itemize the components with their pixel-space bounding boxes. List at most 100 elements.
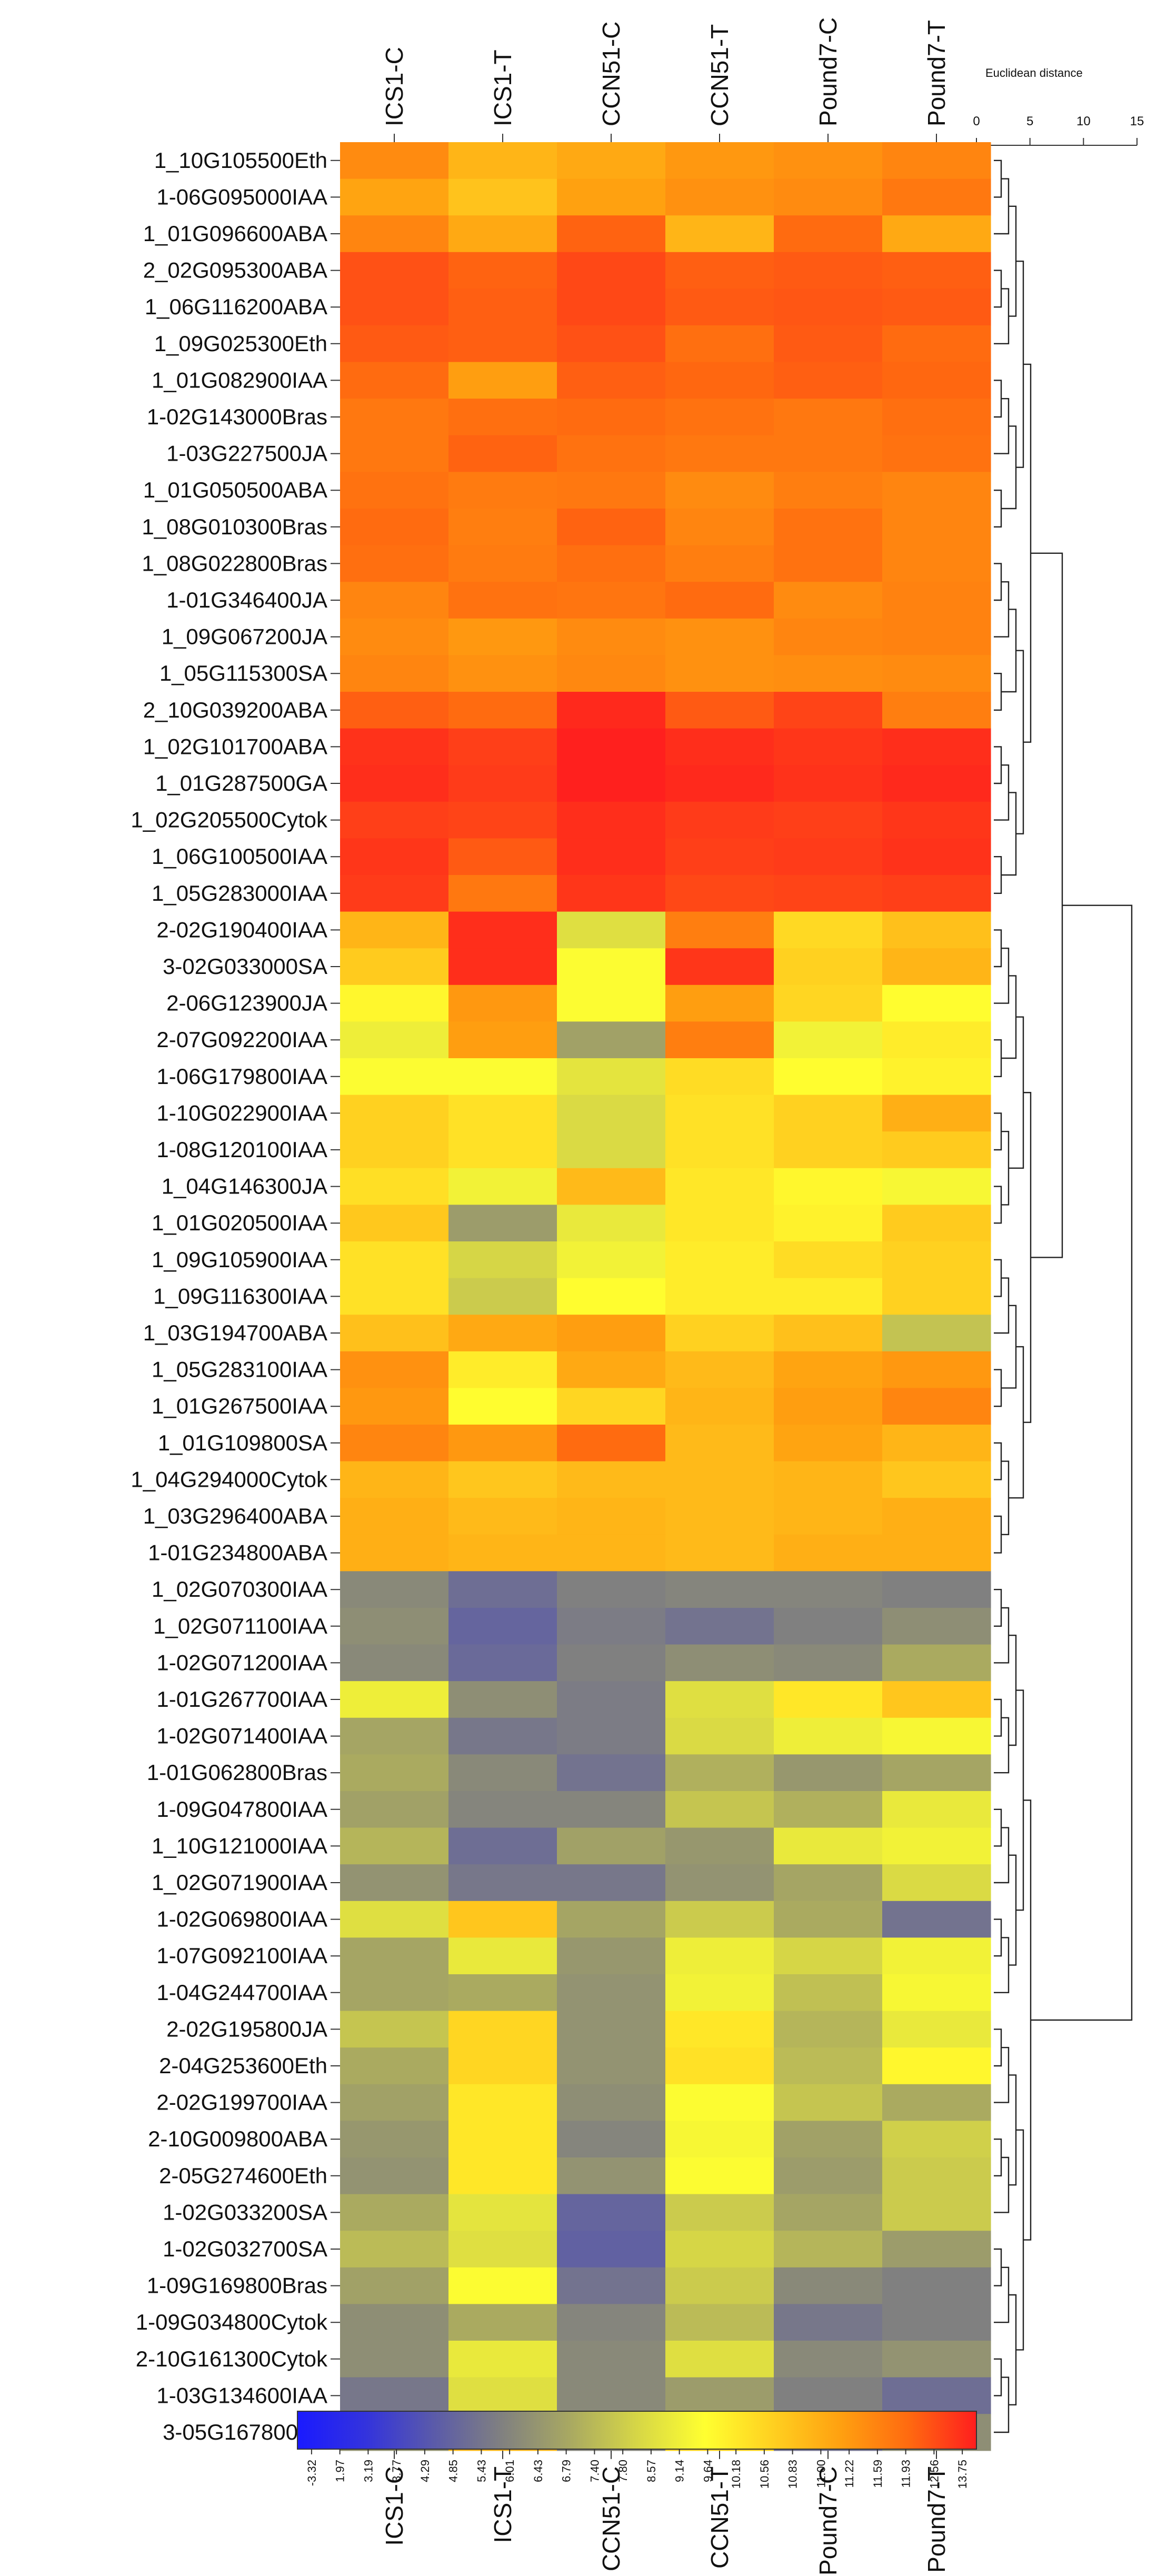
- heatmap-cell: [340, 1058, 449, 1096]
- heatmap-cell: [882, 728, 991, 765]
- row-label: 2-10G161300Cytok: [136, 2346, 328, 2371]
- heatmap-cell: [557, 1937, 666, 1975]
- heatmap-cell: [448, 2304, 557, 2341]
- heatmap-cell: [557, 289, 666, 326]
- color-scale-tick-label: 11.22: [843, 2460, 856, 2488]
- heatmap-cell: [448, 1644, 557, 1682]
- row-label: 2-02G195800JA: [166, 2016, 327, 2041]
- heatmap-cell: [340, 2304, 449, 2341]
- heatmap-cell: [340, 765, 449, 802]
- heatmap-cell: [340, 2047, 449, 2085]
- heatmap-cell: [340, 1351, 449, 1388]
- heatmap-cell: [448, 911, 557, 949]
- heatmap-cell: [774, 289, 883, 326]
- heatmap-cell: [448, 1131, 557, 1169]
- dendrogram-branch: [994, 1259, 1002, 1297]
- heatmap-cell: [340, 399, 449, 436]
- heatmap-cell: [665, 178, 774, 216]
- heatmap-cell: [665, 728, 774, 765]
- heatmap-cell: [774, 509, 883, 546]
- heatmap-cell: [882, 1754, 991, 1792]
- heatmap-cell: [882, 1974, 991, 2012]
- heatmap-cell: [557, 582, 666, 619]
- heatmap-cell: [882, 1388, 991, 1425]
- heatmap-cell: [665, 1754, 774, 1792]
- heatmap-cell: [448, 1095, 557, 1132]
- heatmap-cell: [340, 618, 449, 655]
- dendrogram-branch: [1009, 1635, 1017, 1746]
- heatmap-cell: [774, 1131, 883, 1169]
- heatmap-cell: [448, 1461, 557, 1498]
- dendrogram-branch: [1016, 1689, 1024, 1911]
- heatmap-cell: [448, 2084, 557, 2121]
- heatmap-cell: [557, 618, 666, 655]
- row-label: 1_06G116200ABA: [145, 294, 327, 319]
- dendrogram-branch: [1009, 205, 1017, 317]
- row-label: 1_10G121000IAA: [152, 1833, 327, 1858]
- color-scale-tick-label: 8.57: [645, 2460, 658, 2482]
- heatmap-cell: [448, 765, 557, 802]
- heatmap-cell: [665, 692, 774, 729]
- heatmap-cell: [557, 1498, 666, 1535]
- heatmap-cell: [557, 2304, 666, 2341]
- row-label: 1_01G082900IAA: [152, 367, 327, 392]
- heatmap-cell: [774, 1278, 883, 1315]
- heatmap-cell: [340, 1608, 449, 1645]
- heatmap-cell: [665, 545, 774, 582]
- heatmap-cell: [448, 1681, 557, 1718]
- heatmap-cell: [774, 1571, 883, 1608]
- heatmap-cell: [557, 1315, 666, 1352]
- heatmap-cell: [882, 2377, 991, 2414]
- heatmap-cell: [882, 2084, 991, 2121]
- heatmap-cell: [774, 1791, 883, 1828]
- heatmap-cell: [448, 362, 557, 399]
- heatmap-cell: [882, 692, 991, 729]
- heatmap-cell: [340, 1131, 449, 1169]
- heatmap-cell: [882, 1315, 991, 1352]
- heatmap-cell: [774, 1937, 883, 1975]
- heatmap-cell: [665, 2084, 774, 2121]
- row-label: 1-01G267700IAA: [156, 1687, 327, 1712]
- heatmap-cell: [882, 655, 991, 692]
- heatmap-cell: [557, 1168, 666, 1205]
- heatmap-cell: [340, 655, 449, 692]
- row-label: 1-09G047800IAA: [156, 1797, 327, 1822]
- color-scale-tick-label: 5.43: [475, 2460, 488, 2482]
- dendrogram-branch: [1009, 2074, 1017, 2186]
- heatmap-cell: [882, 252, 991, 289]
- heatmap-cell: [448, 618, 557, 655]
- heatmap-cell: [665, 142, 774, 180]
- heatmap-cell: [448, 948, 557, 986]
- heatmap-cell: [557, 142, 666, 180]
- heatmap-cell: [557, 765, 666, 802]
- row-label: 2-02G199700IAA: [156, 2090, 327, 2115]
- heatmap-cell: [448, 509, 557, 546]
- heatmap-cell: [340, 2011, 449, 2048]
- row-label: 1-06G095000IAA: [156, 184, 327, 209]
- heatmap-cell: [774, 1021, 883, 1059]
- color-scale-bar: [297, 2411, 977, 2450]
- heatmap-cell: [557, 1058, 666, 1096]
- heatmap-cell: [557, 948, 666, 986]
- heatmap-cell: [774, 1864, 883, 1902]
- heatmap-cell: [665, 1131, 774, 1169]
- dendrogram-branch: [1023, 363, 1032, 743]
- dendrogram-branch: [1009, 2294, 1017, 2405]
- heatmap-cell: [340, 289, 449, 326]
- heatmap-cell: [774, 2377, 883, 2414]
- heatmap-cell: [882, 178, 991, 216]
- heatmap-cell: [340, 1901, 449, 1938]
- heatmap-cell: [882, 618, 991, 655]
- dendrogram-branch: [994, 1369, 1002, 1407]
- row-label: 1-04G244700IAA: [156, 1980, 327, 2005]
- heatmap-cell: [774, 2267, 883, 2304]
- heatmap-cell: [882, 1571, 991, 1608]
- heatmap-cell: [774, 2047, 883, 2085]
- heatmap-cell: [448, 655, 557, 692]
- heatmap-cell: [557, 2231, 666, 2268]
- heatmap-cell: [448, 1754, 557, 1792]
- heatmap-cell: [774, 545, 883, 582]
- row-label: 1_02G205500Cytok: [131, 808, 328, 832]
- heatmap-cell: [665, 838, 774, 876]
